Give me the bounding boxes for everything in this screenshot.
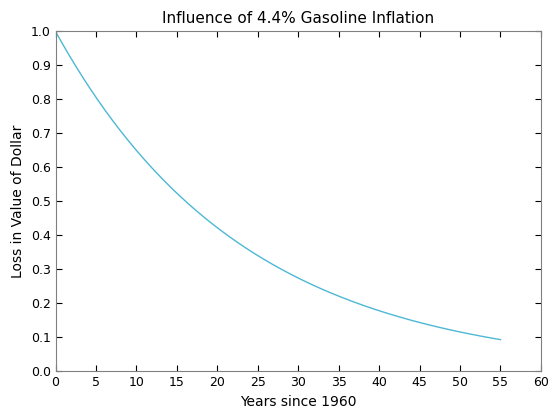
- Y-axis label: Loss in Value of Dollar: Loss in Value of Dollar: [11, 125, 25, 278]
- X-axis label: Years since 1960: Years since 1960: [240, 395, 357, 409]
- Title: Influence of 4.4% Gasoline Inflation: Influence of 4.4% Gasoline Inflation: [162, 11, 435, 26]
